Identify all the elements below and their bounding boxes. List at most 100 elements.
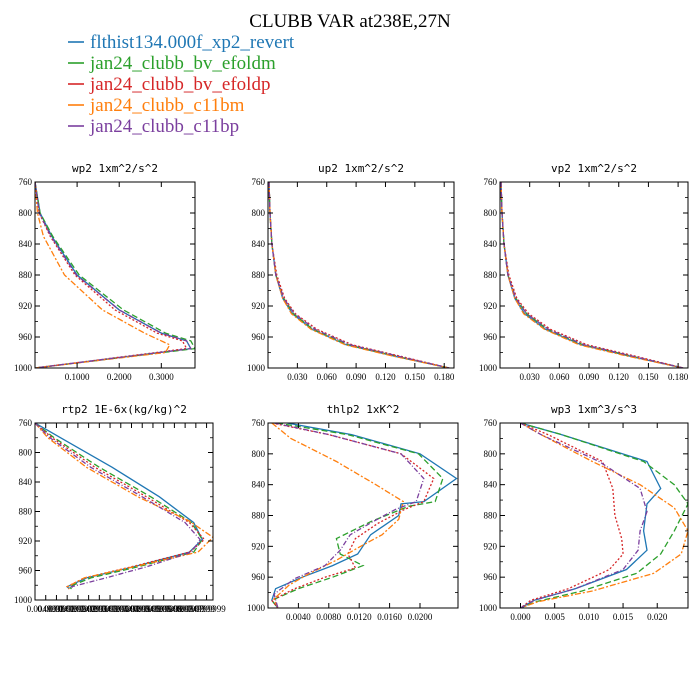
ytick-label-0-1: 800	[19, 208, 33, 218]
ytick-label-5-6: 1000	[479, 603, 498, 613]
panel-4: thlp2 1xK^2 760 800 840 880 920 960 1000 0.0040 0…	[247, 403, 459, 622]
ytick-label-4-6: 1000	[247, 603, 266, 613]
ytick-label-2-5: 960	[484, 332, 498, 342]
xtick-label-5-2: 0.010	[579, 612, 600, 622]
xtick-label-1-0: 0.030	[287, 372, 308, 382]
xtick-label-5-1: 0.005	[545, 612, 566, 622]
series-line-0-1	[35, 182, 195, 368]
panel-3: rtp2 1E-6x(kg/kg)^2 760 800 840 880 920 960 100…	[14, 403, 226, 614]
ytick-label-3-5: 960	[19, 566, 33, 576]
xtick-label-2-5: 0.180	[668, 372, 689, 382]
ytick-label-0-4: 920	[19, 301, 33, 311]
ytick-label-2-6: 1000	[479, 363, 498, 373]
ytick-label-5-4: 920	[484, 541, 498, 551]
series-line-2-3	[500, 182, 684, 368]
xtick-label-4-1: 0.0080	[316, 612, 341, 622]
series-line-2-4	[500, 182, 684, 368]
xtick-label-5-3: 0.015	[613, 612, 634, 622]
xtick-label-3-15: 0.0799999	[187, 604, 226, 614]
ytick-label-4-5: 960	[252, 572, 266, 582]
ytick-label-1-1: 800	[252, 208, 266, 218]
xtick-label-2-1: 0.060	[549, 372, 570, 382]
series-line-1-2	[268, 182, 450, 368]
xtick-label-3-10: 0.0549999	[134, 604, 173, 614]
panels: wp2 1xm^2/s^2 760 800 840 880 920 960 1000 0.100…	[14, 162, 689, 622]
ytick-label-3-2: 840	[19, 477, 33, 487]
panel-5: wp3 1xm^3/s^3 760 800 840 880 920 960 1000 0.000…	[479, 403, 689, 622]
ytick-label-4-0: 760	[252, 418, 266, 428]
series-line-0-3	[35, 182, 171, 368]
xtick-label-5-0: 0.000	[510, 612, 531, 622]
xtick-label-1-1: 0.060	[317, 372, 338, 382]
panel-1: up2 1xm^2/s^2 760 800 840 880 920 960 1000 0.030…	[247, 162, 455, 382]
panel-frame-5	[499, 422, 689, 609]
series-line-4-0	[271, 423, 458, 608]
ytick-label-2-3: 880	[484, 270, 498, 280]
ytick-label-1-2: 840	[252, 239, 266, 249]
xtick-label-1-2: 0.090	[346, 372, 367, 382]
xtick-label-0-1: 0.2000	[107, 372, 132, 382]
panel-title-3: rtp2 1E-6x(kg/kg)^2	[61, 403, 187, 416]
series-line-3-3	[35, 423, 213, 590]
xtick-label-3-13: 0.0699999	[166, 604, 205, 614]
xtick-label-2-3: 0.120	[609, 372, 630, 382]
xtick-label-4-2: 0.0120	[347, 612, 372, 622]
xtick-label-3-5: 0.0299999	[80, 604, 119, 614]
ytick-label-2-2: 840	[484, 239, 498, 249]
xtick-label-3-0: 0.0049999	[27, 604, 66, 614]
ytick-label-3-4: 920	[19, 536, 33, 546]
ytick-label-4-3: 880	[252, 511, 266, 521]
legend-entry-3: jan24_clubb_c11bm	[89, 95, 245, 116]
panel-title-4: thlp2 1xK^2	[327, 403, 400, 416]
series-line-4-3	[271, 423, 405, 608]
series-line-3-0	[35, 423, 204, 590]
ytick-label-1-0: 760	[252, 177, 266, 187]
xtick-label-1-5: 0.180	[434, 372, 455, 382]
series-line-5-2	[520, 423, 624, 608]
ytick-label-0-3: 880	[19, 270, 33, 280]
xtick-label-3-11: 0.0599999	[145, 604, 184, 614]
ytick-label-1-4: 920	[252, 301, 266, 311]
series-line-1-4	[268, 182, 450, 368]
ytick-label-3-0: 760	[19, 418, 33, 428]
xtick-label-3-8: 0.0449999	[112, 604, 151, 614]
xtick-label-3-2: 0.0149999	[48, 604, 87, 614]
ytick-label-3-6: 1000	[14, 595, 33, 605]
xtick-label-5-4: 0.020	[647, 612, 668, 622]
series-line-5-4	[520, 423, 648, 608]
ytick-label-5-5: 960	[484, 572, 498, 582]
xtick-label-4-3: 0.0160	[377, 612, 402, 622]
series-line-4-2	[270, 423, 435, 608]
series-line-4-1	[270, 423, 444, 608]
series-line-3-2	[35, 423, 206, 590]
series-line-1-1	[268, 182, 450, 368]
series-line-3-1	[35, 423, 204, 590]
legend-entry-2: jan24_clubb_bv_efoldp	[89, 74, 270, 95]
legend: flthist134.000f_xp2_revertjan24_clubb_bv…	[68, 32, 295, 137]
xtick-label-4-4: 0.0200	[408, 612, 433, 622]
ytick-label-5-1: 800	[484, 449, 498, 459]
ytick-label-5-0: 760	[484, 418, 498, 428]
panel-frame-0	[34, 181, 196, 369]
series-line-5-3	[520, 423, 688, 608]
xtick-label-3-3: 0.0199999	[59, 604, 98, 614]
ytick-label-2-0: 760	[484, 177, 498, 187]
ytick-label-3-1: 800	[19, 448, 33, 458]
series-line-5-0	[520, 423, 662, 608]
xtick-label-2-0: 0.030	[520, 372, 541, 382]
series-line-1-0	[268, 182, 450, 368]
ytick-label-5-2: 840	[484, 480, 498, 490]
xtick-label-0-0: 0.1000	[65, 372, 90, 382]
ytick-label-2-4: 920	[484, 301, 498, 311]
legend-entry-4: jan24_clubb_c11bp	[89, 116, 239, 137]
ytick-label-4-2: 840	[252, 480, 266, 490]
panel-0: wp2 1xm^2/s^2 760 800 840 880 920 960 1000 0.100…	[14, 162, 196, 382]
panel-2: vp2 1xm^2/s^2 760 800 840 880 920 960 1000 0.030…	[479, 162, 689, 382]
figure-title: CLUBB VAR at238E,27N	[249, 11, 451, 32]
series-line-0-4	[35, 182, 192, 368]
xtick-label-2-4: 0.150	[638, 372, 659, 382]
ytick-label-1-6: 1000	[247, 363, 266, 373]
panel-title-1: up2 1xm^2/s^2	[318, 162, 404, 175]
xtick-label-3-7: 0.0399999	[102, 604, 141, 614]
panel-title-5: wp3 1xm^3/s^3	[551, 403, 637, 416]
